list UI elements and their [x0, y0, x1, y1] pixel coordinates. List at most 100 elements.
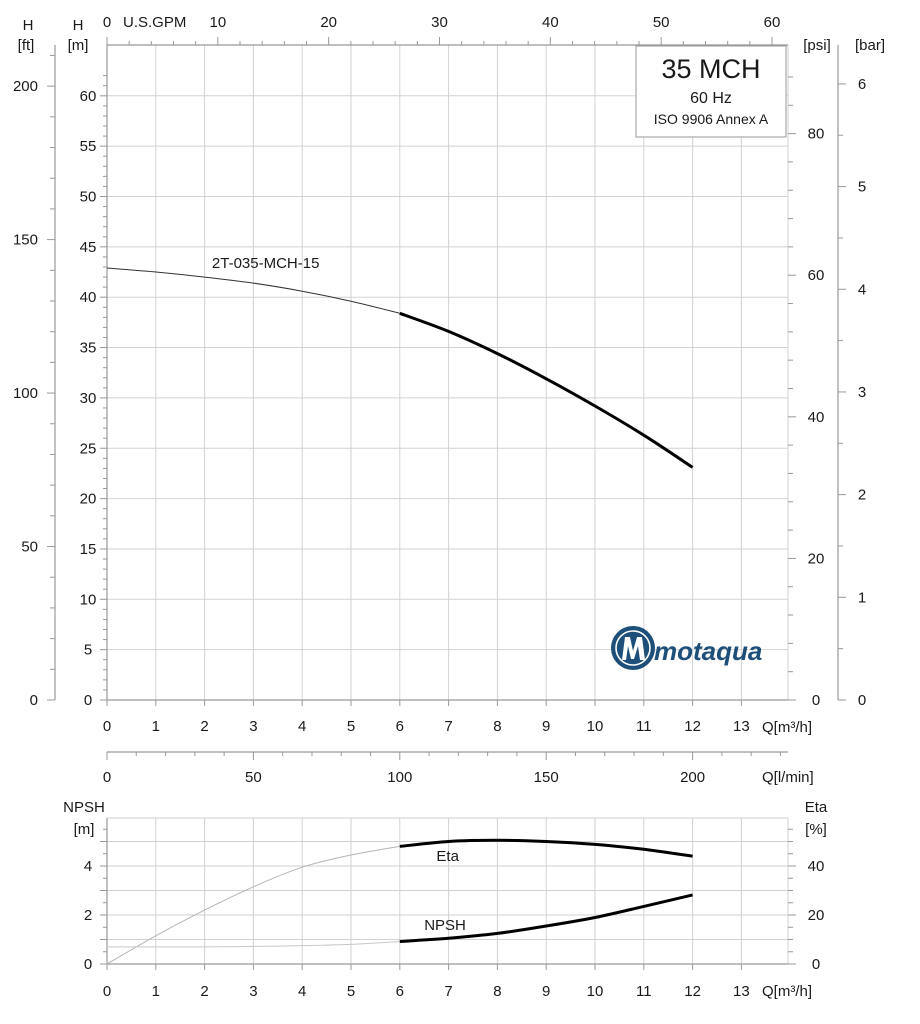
gpm-tick-label: 50 — [653, 14, 670, 31]
head-curve-operating — [399, 311, 694, 469]
curves-layer — [106, 267, 694, 965]
gpm-tick-label: 60 — [764, 14, 781, 31]
lower-q-tick-label: 4 — [298, 983, 306, 1000]
eta-tick-label: 40 — [808, 858, 825, 875]
bar-tick-label: 4 — [858, 281, 866, 298]
q-m3h-tick-label: 8 — [493, 718, 501, 735]
psi-tick-label: 80 — [808, 126, 825, 143]
npsh-axis-title: NPSH — [63, 799, 105, 816]
q-m3h-tick-label: 13 — [733, 718, 750, 735]
h-ft-tick-label: 0 — [30, 692, 38, 709]
q-m3h-tick-label: 7 — [444, 718, 452, 735]
psi-tick-label: 20 — [808, 550, 825, 567]
eta-axis-unit: [%] — [805, 821, 827, 838]
q-lmin-axis-unit: Q[l/min] — [762, 769, 814, 786]
q-m3h-tick-label: 5 — [347, 718, 355, 735]
head-curve-label: 2T-035-MCH-15 — [212, 255, 320, 272]
gpm-tick-label: 10 — [209, 14, 226, 31]
brand-logo-icon — [611, 626, 655, 670]
h-m-tick-label: 0 — [84, 692, 92, 709]
brand-logo: motaqua — [611, 626, 762, 670]
lower-q-tick-label: 6 — [396, 983, 404, 1000]
h-m-tick-label: 25 — [80, 440, 97, 457]
h-m-tick-label: 20 — [80, 491, 97, 508]
lower-q-tick-label: 5 — [347, 983, 355, 1000]
lower-q-tick-label: 2 — [200, 983, 208, 1000]
q-m3h-axis-unit: Q[m³/h] — [762, 719, 812, 736]
bar-tick-label: 6 — [858, 76, 866, 93]
npsh-curve-extended — [106, 941, 400, 948]
gpm-zero-tick: 0 — [103, 14, 111, 31]
lmin-tick-label: 50 — [245, 769, 262, 786]
h-ft-tick-label: 100 — [13, 385, 38, 402]
title-box: 35 MCH 60 Hz ISO 9906 Annex A — [635, 45, 787, 138]
bar-tick-label: 2 — [858, 487, 866, 504]
lower-q-tick-label: 0 — [103, 983, 111, 1000]
h-ft-tick-label: 200 — [13, 78, 38, 95]
h-ft-axis-title: H — [23, 17, 34, 34]
q-m3h-tick-label: 1 — [152, 718, 160, 735]
gpm-axis-unit: U.S.GPM — [123, 14, 186, 31]
lmin-tick-label: 200 — [680, 769, 705, 786]
npsh-tick-label: 0 — [84, 956, 92, 973]
model-title: 35 MCH — [661, 54, 760, 84]
h-m-axis-title: H — [73, 17, 84, 34]
lower-q-tick-label: 8 — [493, 983, 501, 1000]
psi-tick-label: 0 — [812, 692, 820, 709]
npsh-axis-unit: [m] — [74, 821, 95, 838]
bar-tick-label: 1 — [858, 589, 866, 606]
h-m-tick-label: 50 — [80, 189, 97, 206]
npsh-curve-operating — [399, 893, 693, 943]
eta-tick-label: 0 — [812, 956, 820, 973]
standard-label: ISO 9906 Annex A — [654, 111, 769, 127]
lower-q-tick-label: 3 — [249, 983, 257, 1000]
lower-q-tick-label: 9 — [542, 983, 550, 1000]
frequency-label: 60 Hz — [690, 90, 732, 107]
q-m3h-tick-label: 11 — [636, 718, 652, 735]
npsh-tick-label: 2 — [84, 907, 92, 924]
bar-tick-label: 5 — [858, 179, 866, 196]
psi-axis-unit: [psi] — [803, 37, 831, 54]
npsh-tick-label: 4 — [84, 858, 92, 875]
lmin-tick-label: 150 — [534, 769, 559, 786]
gpm-tick-label: 20 — [320, 14, 337, 31]
head-curve-extended — [106, 267, 400, 314]
h-m-tick-label: 60 — [80, 88, 97, 105]
eta-curve-extended — [106, 845, 400, 965]
h-ft-tick-label: 50 — [21, 539, 38, 556]
gpm-tick-label: 40 — [542, 14, 559, 31]
lmin-tick-label: 100 — [387, 769, 412, 786]
h-ft-axis-unit: [ft] — [18, 37, 35, 54]
h-m-tick-label: 15 — [80, 541, 97, 558]
q-m3h-tick-label: 9 — [542, 718, 550, 735]
bar-tick-label: 0 — [858, 692, 866, 709]
q-m3h-tick-label: 12 — [684, 718, 701, 735]
bar-axis-unit: [bar] — [855, 37, 885, 54]
psi-tick-label: 40 — [808, 409, 825, 426]
lower-q-tick-label: 11 — [636, 983, 652, 1000]
q-m3h-tick-label: 4 — [298, 718, 306, 735]
grid-layer — [106, 44, 789, 965]
brand-name: motaqua — [654, 636, 762, 666]
q-m3h-tick-label: 10 — [587, 718, 604, 735]
q-m3h-tick-label: 3 — [249, 718, 257, 735]
eta-tick-label: 20 — [808, 907, 825, 924]
h-m-tick-label: 10 — [80, 591, 97, 608]
eta-axis-title: Eta — [805, 799, 828, 816]
q-m3h-tick-label: 0 — [103, 718, 111, 735]
q-m3h-axis-unit-bottom: Q[m³/h] — [762, 983, 812, 1000]
lower-q-tick-label: 13 — [733, 983, 750, 1000]
h-m-tick-label: 45 — [80, 239, 97, 256]
h-m-tick-label: 40 — [80, 289, 97, 306]
lower-q-tick-label: 10 — [587, 983, 604, 1000]
h-m-tick-label: 35 — [80, 340, 97, 357]
h-m-tick-label: 30 — [80, 390, 97, 407]
psi-tick-label: 60 — [808, 267, 825, 284]
h-m-axis-unit: [m] — [68, 37, 89, 54]
bar-tick-label: 3 — [858, 384, 866, 401]
q-m3h-tick-label: 2 — [200, 718, 208, 735]
h-m-tick-label: 55 — [80, 138, 97, 155]
gpm-tick-label: 30 — [431, 14, 448, 31]
